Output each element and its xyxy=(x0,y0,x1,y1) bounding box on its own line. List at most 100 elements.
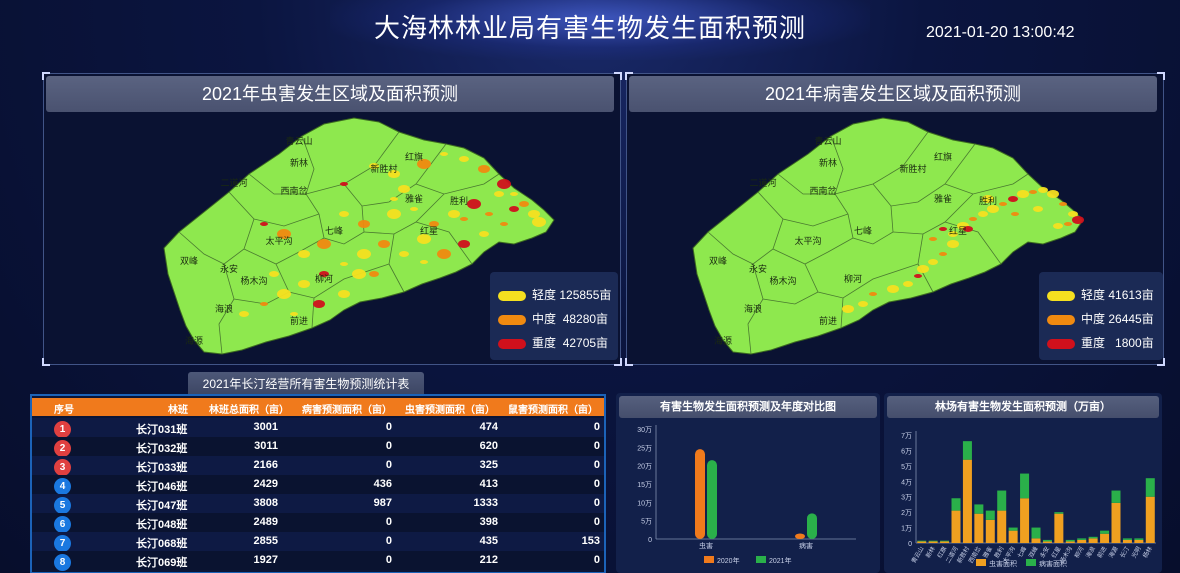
region-border xyxy=(834,131,929,195)
y-tick-label: 5万 xyxy=(641,518,652,526)
legend-label: 2020年 xyxy=(717,556,740,565)
pest-area-spot xyxy=(1064,222,1072,226)
legend-item-severe: 重度 42705亩 xyxy=(498,334,608,350)
pest-area-spot xyxy=(357,249,371,259)
legend-level: 轻度 xyxy=(532,288,557,302)
legend-item-severe: 重度 1800亩 xyxy=(1047,334,1154,350)
pest-area-spot xyxy=(437,249,451,259)
table-header: 序号 林班 林班总面积（亩） 病害预测面积（亩） 虫害预测面积（亩） 鼠害预测面… xyxy=(32,398,604,416)
bar-病害面积-红旗 xyxy=(940,540,950,542)
cell-disease: 0 xyxy=(385,421,392,433)
legend-level: 中度 xyxy=(1081,312,1106,326)
table-row[interactable]: 8 长汀069班 1927 0 212 0 xyxy=(32,551,604,571)
pest-area-spot xyxy=(388,170,400,178)
region-border xyxy=(747,298,764,355)
corner-decoration xyxy=(1157,358,1165,366)
legend-value: 125855亩 xyxy=(559,288,612,302)
pest-area-spot xyxy=(339,211,349,217)
y-tick-label: 7万 xyxy=(901,432,912,440)
stats-table-title: 2021年长汀经营所有害生物预测统计表 xyxy=(188,372,424,396)
row-number-badge: 4 xyxy=(54,478,71,495)
bar-病害面积-柳河 xyxy=(1077,538,1087,540)
pest-area-spot xyxy=(1029,190,1037,194)
region-label: 新胜村 xyxy=(370,163,397,175)
pest-area-spot xyxy=(338,290,350,298)
pest-area-spot xyxy=(290,312,298,316)
pest-area-spot xyxy=(417,159,431,169)
pest-area-spot xyxy=(485,212,493,216)
table-row[interactable]: 3 长汀033班 2166 0 325 0 xyxy=(32,456,604,476)
cell-insect: 1333 xyxy=(473,497,498,509)
pest-area-spot xyxy=(459,156,469,162)
pest-area-spot xyxy=(440,152,448,156)
y-tick-label: 5万 xyxy=(901,463,912,471)
pest-area-spot xyxy=(313,300,325,308)
y-tick-label: 10万 xyxy=(637,499,652,507)
bar-虫害面积-西南岔 xyxy=(974,513,984,543)
cell-total: 3001 xyxy=(253,421,278,433)
bar-病害面积-红星 xyxy=(1054,512,1064,514)
x-tick-label: 新林 xyxy=(924,545,937,559)
legend-level: 轻度 xyxy=(1081,288,1106,302)
bar-虫害面积-青云山 xyxy=(917,541,927,543)
legend-level: 重度 xyxy=(532,336,557,350)
pest-area-spot xyxy=(479,231,489,237)
table-row[interactable]: 7 长汀068班 2855 0 435 153 xyxy=(32,532,604,552)
region-border xyxy=(223,263,290,305)
page-title: 大海林林业局有害生物发生面积预测 xyxy=(373,13,806,43)
bar-虫害面积-长汀 xyxy=(1122,539,1132,543)
cell-insect: 212 xyxy=(479,554,498,566)
stats-table: 序号 林班 林班总面积（亩） 病害预测面积（亩） 虫害预测面积（亩） 鼠害预测面… xyxy=(30,394,606,573)
x-tick-label: 红旗 xyxy=(935,545,948,559)
region-label: 新林 xyxy=(819,157,837,169)
pest-area-spot xyxy=(999,202,1007,206)
pest-area-spot xyxy=(417,234,431,244)
region-border xyxy=(847,205,894,245)
table-row[interactable]: 1 长汀031班 3001 0 474 0 xyxy=(32,418,604,438)
col-rodent: 鼠害预测面积（亩） xyxy=(508,405,598,416)
pest-area-spot xyxy=(369,271,379,277)
pest-area-spot xyxy=(1059,202,1067,206)
pest-area-spot xyxy=(917,265,929,273)
bar-病害面积-太平沟 xyxy=(1008,527,1018,531)
pest-area-spot xyxy=(1011,212,1019,216)
region-border xyxy=(415,221,473,265)
region-label: 海源 xyxy=(714,335,732,347)
pest-area-spot xyxy=(269,271,279,277)
col-insect: 虫害预测面积（亩） xyxy=(405,405,495,416)
cell-name: 长汀032班 xyxy=(136,443,188,455)
x-tick-label: 雅雀 xyxy=(981,545,994,559)
table-row[interactable]: 4 长汀046班 2429 436 413 0 xyxy=(32,475,604,495)
region-border xyxy=(757,191,849,227)
y-tick-label: 3万 xyxy=(901,494,912,502)
bar-虫害面积-双峰 xyxy=(1031,538,1041,543)
region-label: 双峰 xyxy=(709,256,727,267)
bar-病害面积-青云山 xyxy=(917,540,927,542)
legend-swatch xyxy=(704,556,714,563)
x-tick-label: 海源 xyxy=(1107,545,1120,559)
x-tick-label: 海浪 xyxy=(1084,545,1097,559)
region-label: 前进 xyxy=(819,315,837,327)
disease-legend: 轻度 41613亩 中度 26445亩 重度 1800亩 xyxy=(1039,272,1163,360)
cell-insect: 325 xyxy=(479,459,498,471)
pest-area-spot xyxy=(298,280,310,288)
bar-虫害面积-海浪 xyxy=(1088,538,1098,543)
table-row[interactable]: 5 长汀047班 3808 987 1333 0 xyxy=(32,494,604,514)
pest-area-spot xyxy=(1053,223,1063,229)
bar-2020年-病害 xyxy=(795,533,805,539)
map-outline xyxy=(163,117,555,355)
legend-swatch-medium xyxy=(498,314,526,325)
cell-name: 长汀047班 xyxy=(136,500,188,512)
region-label: 太平沟 xyxy=(265,235,292,247)
table-row[interactable]: 2 长汀032班 3011 0 620 0 xyxy=(32,437,604,457)
bar-病害面积-海源 xyxy=(1111,490,1121,503)
pest-area-spot xyxy=(1033,206,1043,212)
cell-total: 3808 xyxy=(253,497,278,509)
table-row[interactable]: 6 长汀048班 2489 0 398 0 xyxy=(32,513,604,533)
y-tick-label: 0 xyxy=(908,541,912,548)
x-tick-label: 胜利 xyxy=(993,545,1006,559)
region-border xyxy=(840,297,844,329)
